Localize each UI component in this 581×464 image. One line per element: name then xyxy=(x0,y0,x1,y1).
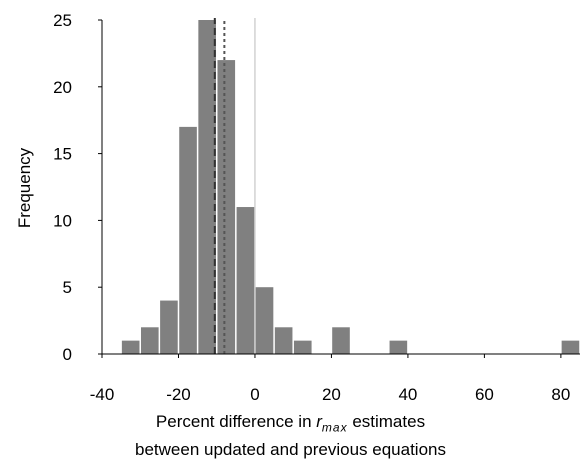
y-tick-label: 0 xyxy=(63,345,72,364)
x-tick-label: 40 xyxy=(398,385,417,404)
x-tick-label: -20 xyxy=(166,385,191,404)
x-tick-label: 60 xyxy=(475,385,494,404)
histogram-bar xyxy=(274,327,293,354)
histogram-bar xyxy=(561,340,580,354)
x-axis-label-subscript: max xyxy=(321,420,348,435)
x-axis-label-suffix: estimates xyxy=(347,412,426,431)
y-tick-label: 15 xyxy=(53,145,72,164)
y-tick-label: 10 xyxy=(53,211,72,230)
histogram-bar xyxy=(389,340,408,354)
histogram-bar xyxy=(236,207,255,354)
histogram-bar xyxy=(255,287,274,354)
x-axis-label-line2: between updated and previous equations xyxy=(135,440,446,459)
y-tick-label: 5 xyxy=(63,278,72,297)
x-axis-label-line1: Percent difference in rmax estimates xyxy=(0,412,581,434)
histogram-bar xyxy=(160,300,178,354)
reference-lines-group xyxy=(213,18,256,354)
histogram-bar xyxy=(332,327,350,354)
histogram-bar xyxy=(140,327,159,354)
x-axis-label-prefix: Percent difference in xyxy=(155,412,317,431)
histogram-bar xyxy=(217,60,236,355)
histogram-bar xyxy=(198,20,216,354)
x-tick-label: 20 xyxy=(322,385,341,404)
y-ticks-group: 0 5 10 15 20 25 xyxy=(53,11,102,364)
x-tick-label: -40 xyxy=(90,385,115,404)
y-tick-label: 20 xyxy=(53,78,72,97)
histogram-bar xyxy=(179,126,197,354)
histogram-bar xyxy=(293,340,312,354)
axes-group xyxy=(101,20,580,355)
y-tick-label: 25 xyxy=(53,11,72,30)
x-ticks-group: -40 -20 0 20 40 60 80 xyxy=(90,354,570,404)
x-axis-label-symbol: r xyxy=(316,412,322,431)
y-axis-label: Frequency xyxy=(15,147,34,228)
bars-group xyxy=(121,20,580,355)
x-tick-label: 80 xyxy=(551,385,570,404)
histogram-bar xyxy=(121,340,140,354)
x-tick-label: 0 xyxy=(250,385,259,404)
